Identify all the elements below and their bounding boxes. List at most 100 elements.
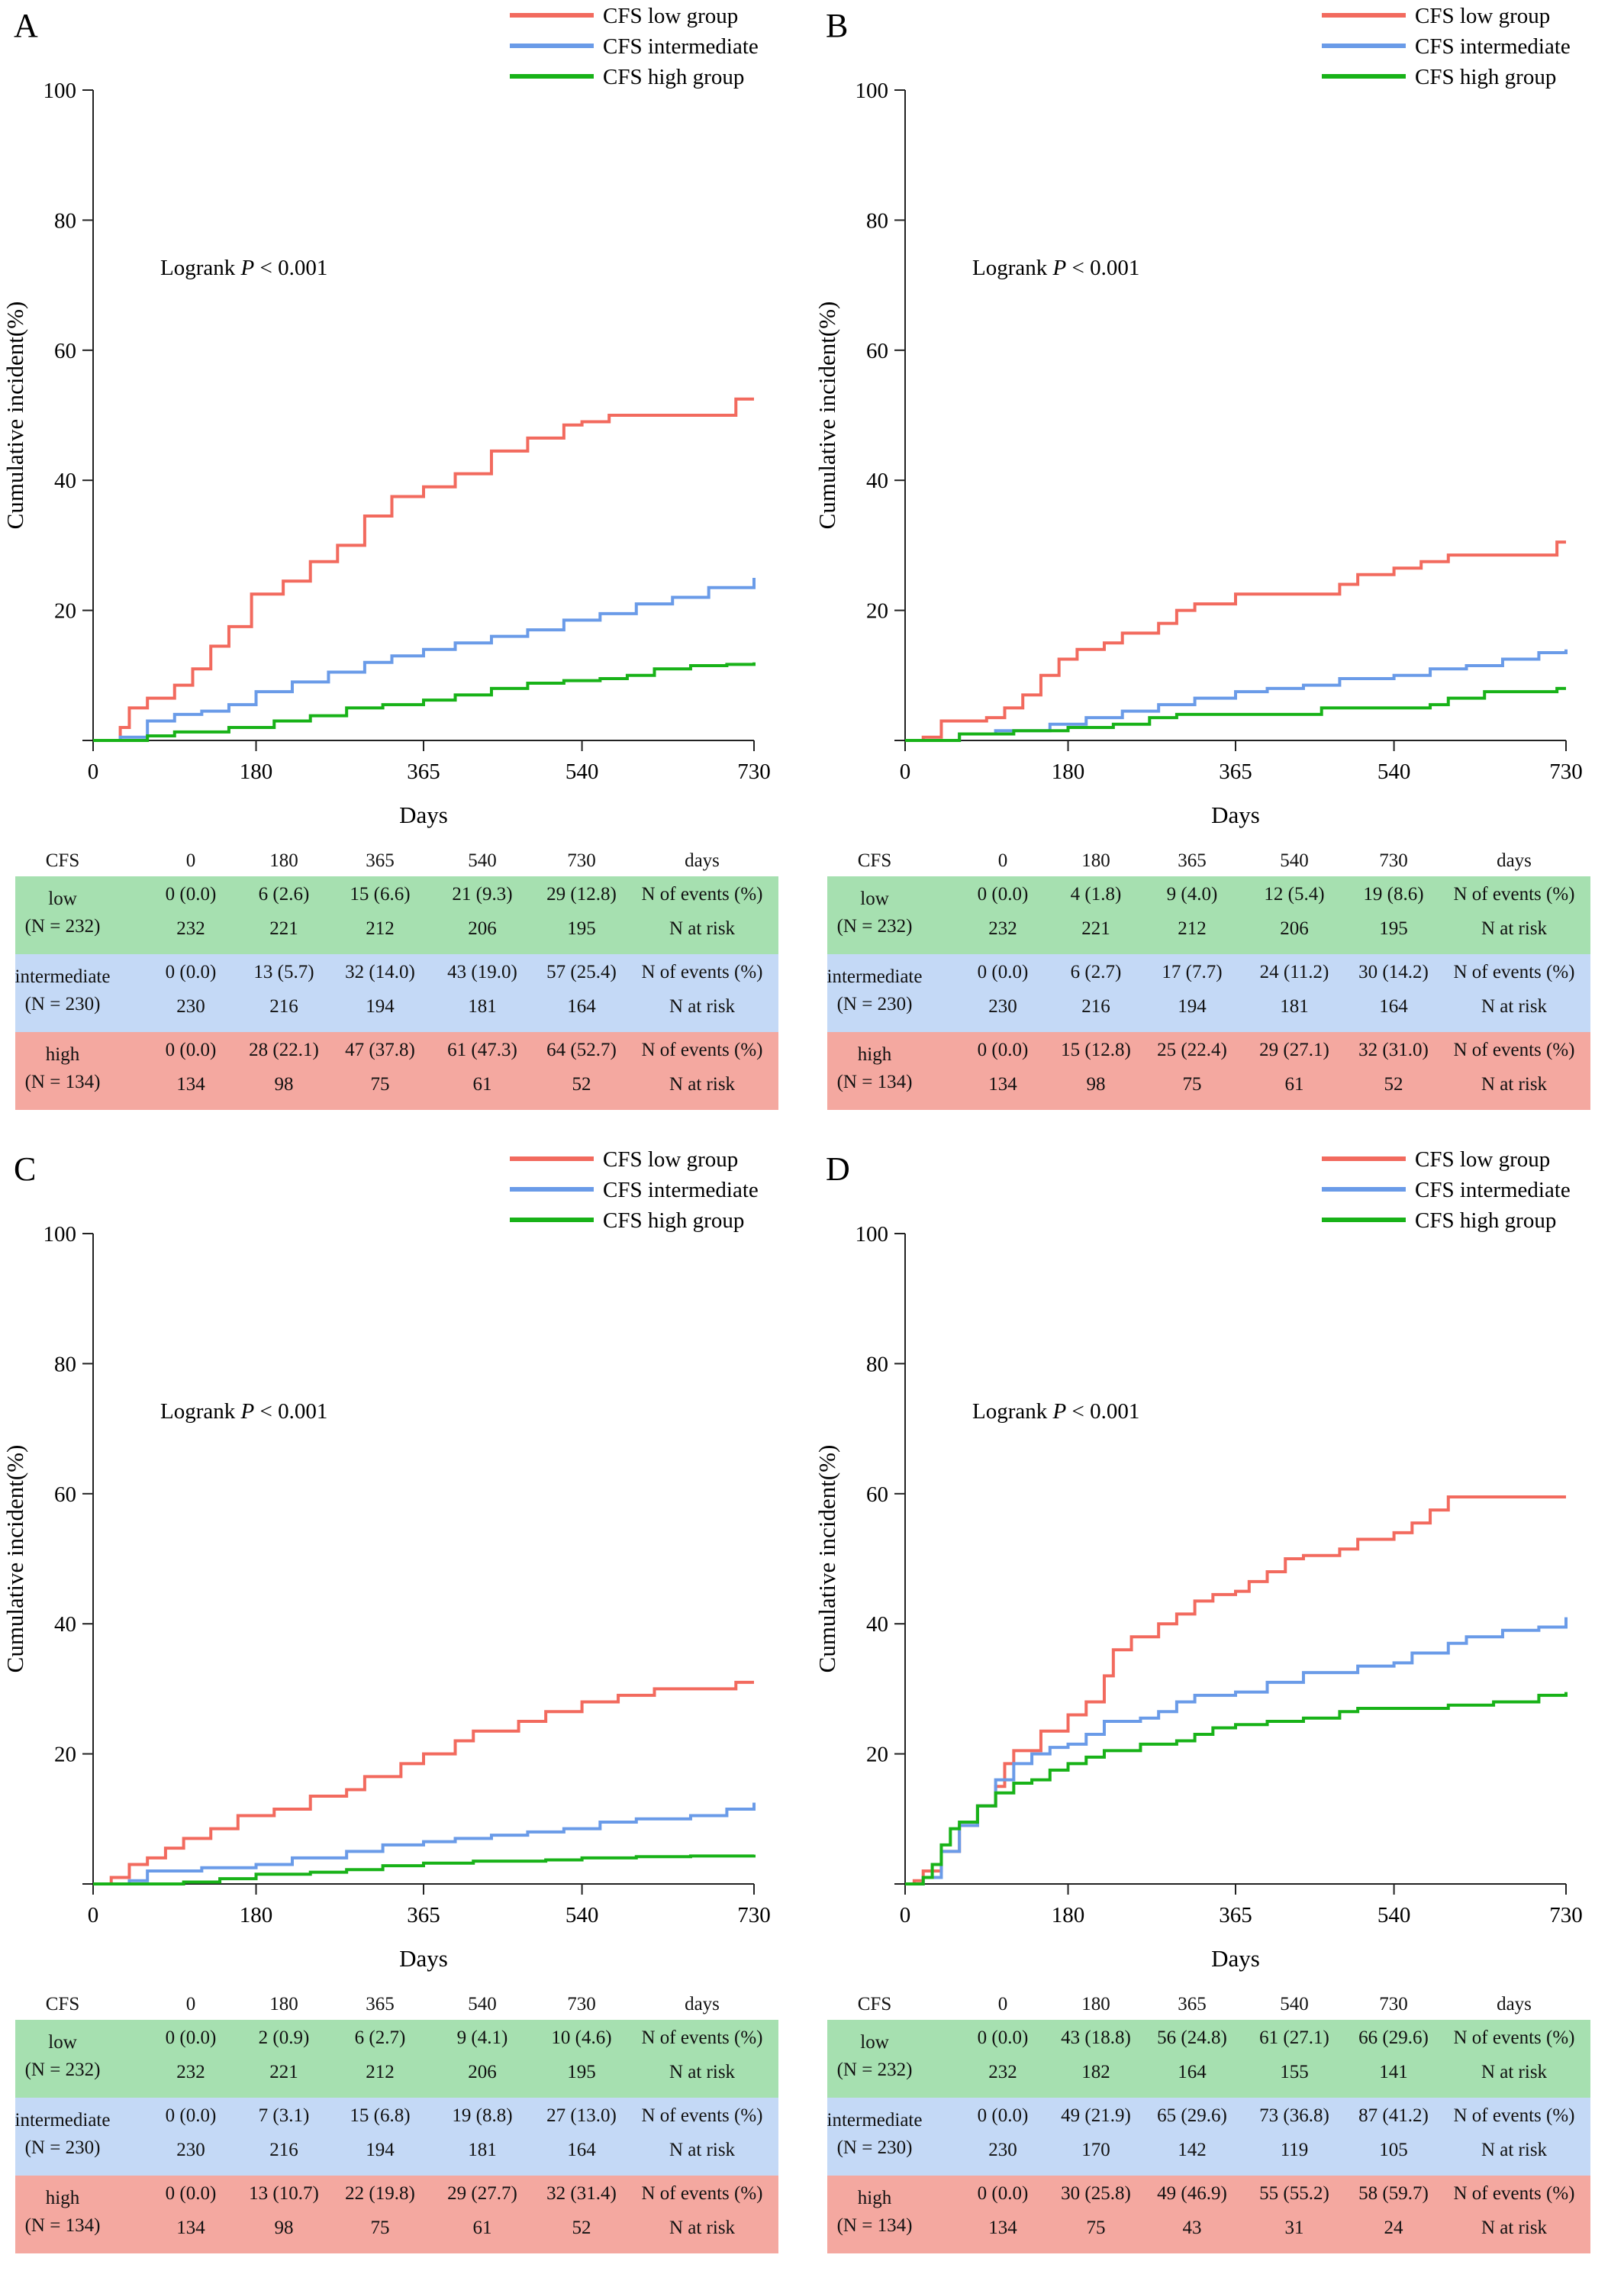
risk-group-n: (N = 230) xyxy=(836,2137,913,2158)
at-risk-cell: 216 xyxy=(1081,996,1110,1017)
legend-label-high: CFS high group xyxy=(603,1208,744,1233)
logrank-annotation: Logrank P < 0.001 xyxy=(160,256,327,280)
panel-b: B CFS low group CFS intermediate CFS high g… xyxy=(812,0,1624,1144)
risk-group-n: (N = 232) xyxy=(836,2060,913,2080)
at-risk-cell: 181 xyxy=(468,996,497,1017)
y-tick-label: 60 xyxy=(866,1482,888,1507)
events-cell: 57 (25.4) xyxy=(546,962,617,982)
risk-header-cell: days xyxy=(685,850,720,871)
events-cell: 0 (0.0) xyxy=(165,2183,217,2204)
at-risk-cell: 141 xyxy=(1379,2062,1408,2082)
at-risk-cell: 98 xyxy=(274,2218,294,2238)
risk-events-row: 0 (0.0) 6 (2.7) 17 (7.7) 24 (11.2) 30 (14.2)… xyxy=(827,962,1590,992)
at-risk-cell: 230 xyxy=(176,2140,205,2160)
at-risk-row-label: N at risk xyxy=(1481,2062,1548,2082)
y-tick-label: 40 xyxy=(54,1612,76,1637)
risk-table-header: CFS 0 180 365 540 730 days xyxy=(827,1991,1590,2020)
at-risk-cell: 182 xyxy=(1081,2062,1110,2082)
risk-group-n: (N = 230) xyxy=(24,2137,101,2158)
events-cell: 15 (12.8) xyxy=(1061,1040,1131,1060)
risk-group-low: low (N = 232) 0 (0.0) 43 (18.8) 56 (24.8) 61 … xyxy=(827,2020,1590,2098)
at-risk-cell: 195 xyxy=(1379,918,1408,939)
events-row-label: N of events (%) xyxy=(1453,2027,1575,2048)
logrank-annotation: Logrank P < 0.001 xyxy=(972,256,1139,280)
y-axis-label: Cumulative incident(%) xyxy=(2,1445,28,1673)
at-risk-cell: 230 xyxy=(988,2140,1017,2160)
risk-header-cell: 540 xyxy=(1280,850,1309,871)
at-risk-cell: 221 xyxy=(269,918,298,939)
legend-label-high: CFS high group xyxy=(603,65,744,89)
risk-group-name: intermediate xyxy=(826,2110,923,2131)
at-risk-cell: 232 xyxy=(988,2062,1017,2082)
risk-at-risk-row: 232 221 212 206 195 N at risk xyxy=(827,918,1590,949)
risk-group-label: intermediate (N = 230) xyxy=(15,2107,111,2162)
events-cell: 56 (24.8) xyxy=(1157,2027,1227,2048)
risk-header-cell: 365 xyxy=(366,850,395,871)
risk-group-low: low (N = 232) 0 (0.0) 2 (0.9) 6 (2.7) 9 (4.1)… xyxy=(15,2020,778,2098)
risk-table: CFS 0 180 365 540 730 days low (N = 232) 0 (0.0) 6… xyxy=(15,847,778,1110)
series-line-intermediate xyxy=(905,1617,1568,1885)
events-cell: 43 (19.0) xyxy=(447,962,517,982)
at-risk-cell: 206 xyxy=(468,2062,497,2082)
y-tick-label: 20 xyxy=(54,599,76,624)
events-cell: 19 (8.6) xyxy=(1363,884,1424,905)
risk-events-row: 0 (0.0) 13 (10.7) 22 (19.8) 29 (27.7) 32 (31… xyxy=(15,2183,778,2214)
risk-header-cell: 0 xyxy=(997,1994,1008,2014)
risk-at-risk-row: 232 221 212 206 195 N at risk xyxy=(15,2062,778,2092)
events-cell: 58 (59.7) xyxy=(1358,2183,1429,2204)
events-cell: 65 (29.6) xyxy=(1157,2105,1227,2126)
legend-label-intermediate: CFS intermediate xyxy=(603,34,759,59)
risk-group-n: (N = 230) xyxy=(24,994,101,1014)
events-cell: 0 (0.0) xyxy=(165,962,217,982)
events-row-label: N of events (%) xyxy=(641,2027,763,2048)
series-line-high xyxy=(905,686,1566,742)
risk-group-label: low (N = 232) xyxy=(837,2029,913,2084)
x-tick-label: 365 xyxy=(1219,760,1252,784)
at-risk-cell: 232 xyxy=(988,918,1017,939)
events-cell: 43 (18.8) xyxy=(1061,2027,1131,2048)
at-risk-cell: 24 xyxy=(1384,2218,1403,2238)
risk-header-cell: 180 xyxy=(1081,850,1110,871)
at-risk-cell: 221 xyxy=(269,2062,298,2082)
at-risk-cell: 75 xyxy=(1086,2218,1106,2238)
risk-at-risk-row: 230 170 142 119 105 N at risk xyxy=(827,2140,1590,2170)
at-risk-cell: 119 xyxy=(1280,2140,1309,2160)
x-axis-label: Days xyxy=(1211,1945,1260,1972)
risk-group-low: low (N = 232) 0 (0.0) 4 (1.8) 9 (4.0) 12 (5.4… xyxy=(827,876,1590,954)
at-risk-row-label: N at risk xyxy=(669,2218,736,2238)
risk-at-risk-row: 230 216 194 181 164 N at risk xyxy=(827,996,1590,1027)
risk-header-cell: 365 xyxy=(366,1994,395,2014)
events-row-label: N of events (%) xyxy=(1453,2105,1575,2126)
at-risk-cell: 164 xyxy=(567,996,596,1017)
y-axis-label: Cumulative incident(%) xyxy=(814,1445,840,1673)
risk-group-name: low xyxy=(48,2032,77,2053)
at-risk-cell: 195 xyxy=(567,918,596,939)
series-line-high xyxy=(93,1854,756,1885)
risk-group-high: high (N = 134) 0 (0.0) 30 (25.8) 49 (46.9) 55… xyxy=(827,2176,1590,2253)
events-cell: 9 (4.1) xyxy=(456,2027,508,2048)
events-cell: 0 (0.0) xyxy=(165,1040,217,1060)
y-axis-label: Cumulative incident(%) xyxy=(814,302,840,530)
risk-header-cell: 180 xyxy=(1081,1994,1110,2014)
risk-group-n: (N = 134) xyxy=(24,1072,101,1092)
series-line-low xyxy=(905,540,1566,742)
events-cell: 0 (0.0) xyxy=(977,962,1029,982)
risk-header-cell: 540 xyxy=(468,850,497,871)
x-tick-label: 730 xyxy=(1549,1903,1583,1927)
events-cell: 47 (37.8) xyxy=(345,1040,415,1060)
y-tick-label: 60 xyxy=(866,339,888,363)
legend-label-high: CFS high group xyxy=(1415,1208,1556,1233)
risk-header-cell: 180 xyxy=(269,850,298,871)
legend-label-low: CFS low group xyxy=(1415,1147,1550,1172)
at-risk-cell: 52 xyxy=(572,2218,591,2238)
at-risk-cell: 43 xyxy=(1182,2218,1202,2238)
events-row-label: N of events (%) xyxy=(1453,1040,1575,1060)
at-risk-row-label: N at risk xyxy=(669,2140,736,2160)
at-risk-row-label: N at risk xyxy=(669,996,736,1017)
at-risk-cell: 212 xyxy=(366,918,395,939)
events-cell: 87 (41.2) xyxy=(1358,2105,1429,2126)
risk-group-n: (N = 230) xyxy=(836,994,913,1014)
risk-table-header: CFS 0 180 365 540 730 days xyxy=(827,847,1590,876)
events-cell: 32 (14.0) xyxy=(345,962,415,982)
panel-a: A CFS low group CFS intermediate CFS high g… xyxy=(0,0,812,1144)
